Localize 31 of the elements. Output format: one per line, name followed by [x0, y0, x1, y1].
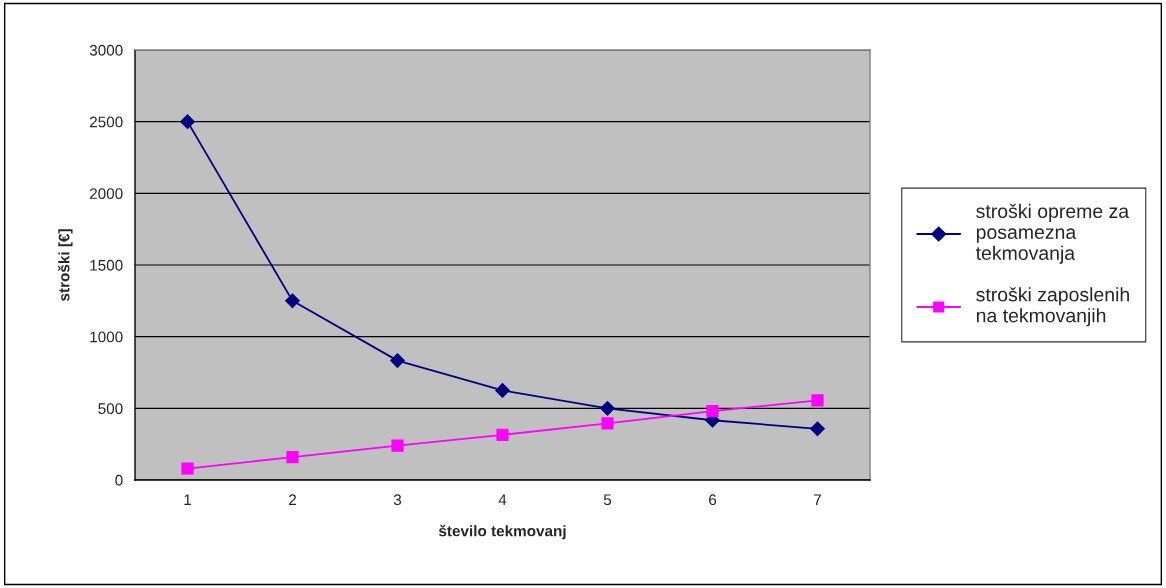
point [495, 383, 510, 398]
y-tick-label: 1000 [90, 331, 123, 343]
y-tick-label: 0 [115, 474, 123, 486]
x-axis-title: število tekmovanj [438, 524, 566, 540]
point [496, 428, 509, 441]
y-tick-label: 2500 [89, 116, 123, 128]
point [390, 353, 405, 368]
y-tick-label: 3000 [89, 44, 123, 56]
point [601, 417, 614, 430]
x-tick-label: 5 [603, 494, 612, 506]
point [706, 405, 719, 418]
x-tick-label: 7 [814, 494, 821, 505]
legend-label: stroški opreme za posamezna tekmovanja [975, 203, 1130, 264]
x-tick-label: 1 [184, 494, 191, 505]
legend-label: stroški zaposlenih na tekmovanjih [976, 287, 1129, 327]
point [285, 293, 300, 309]
point [810, 421, 825, 437]
x-tick-label: 4 [498, 494, 507, 505]
x-tick-label: 2 [289, 494, 296, 505]
y-tick-label: 1500 [90, 259, 123, 271]
x-tick-label: 6 [709, 494, 717, 506]
point [391, 439, 404, 452]
y-axis-title: stroški [€] [57, 229, 73, 301]
point [180, 114, 195, 130]
point [286, 450, 299, 464]
point [811, 394, 824, 407]
x-tick-label: 3 [393, 494, 402, 506]
point [600, 400, 615, 416]
y-tick-label: 2000 [89, 188, 123, 200]
y-tick-label: 500 [98, 403, 123, 415]
point [181, 462, 194, 475]
